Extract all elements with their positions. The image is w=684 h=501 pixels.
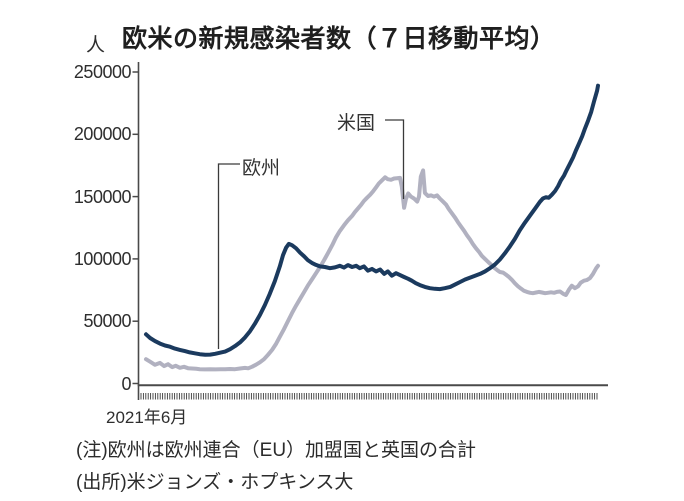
x-axis-start-label: 2021年6月 [106, 408, 188, 427]
footnote-note: (注)欧州は欧州連合（EU）加盟国と英国の合計 [76, 440, 477, 461]
footnote-source: (出所)米ジョンズ・ホプキンス大 [76, 472, 354, 493]
series-label-us: 米国 [337, 113, 376, 134]
series-line-us [144, 168, 600, 372]
x-minor-ticks [140, 393, 598, 400]
y-tick-label: 200000 [73, 124, 132, 145]
annotation-pointer-us [385, 119, 405, 199]
y-tick-label: 50000 [83, 311, 131, 332]
y-tick-label: 250000 [73, 62, 132, 82]
annotation-pointer-europe [217, 163, 240, 349]
y-tick-label: 100000 [73, 248, 132, 269]
y-tick-label: 150000 [73, 186, 132, 207]
chart-title: 欧米の新規感染者数（７日移動平均） [122, 25, 556, 53]
series-label-europe: 欧州 [242, 158, 281, 179]
series-line-europe [144, 83, 600, 357]
y-axis-unit-label: 人 [86, 35, 106, 56]
y-tick-label: 0 [121, 373, 131, 394]
